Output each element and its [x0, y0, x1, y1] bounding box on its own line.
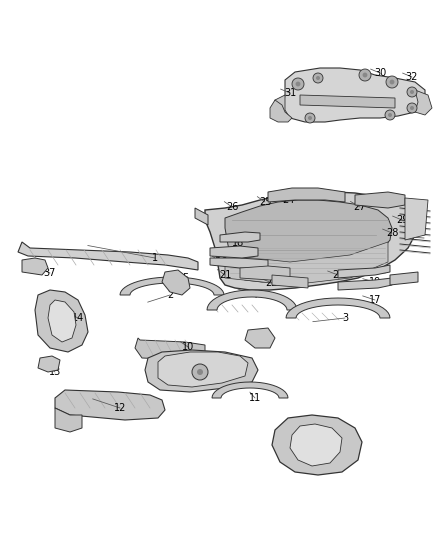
- Circle shape: [313, 73, 323, 83]
- Polygon shape: [120, 277, 224, 295]
- Polygon shape: [210, 246, 258, 258]
- Circle shape: [359, 69, 371, 81]
- Text: 19: 19: [369, 277, 381, 287]
- Polygon shape: [55, 408, 82, 432]
- Text: 31: 31: [284, 88, 296, 98]
- Polygon shape: [272, 275, 308, 288]
- Circle shape: [410, 106, 414, 110]
- Polygon shape: [240, 266, 290, 280]
- Text: 32: 32: [406, 72, 418, 82]
- Polygon shape: [245, 328, 275, 348]
- Circle shape: [197, 369, 203, 375]
- Polygon shape: [145, 350, 258, 392]
- Circle shape: [192, 364, 208, 380]
- Polygon shape: [270, 100, 292, 122]
- Polygon shape: [355, 192, 405, 208]
- Text: 13: 13: [49, 367, 61, 377]
- Polygon shape: [207, 290, 297, 310]
- Text: 37: 37: [44, 268, 56, 278]
- Circle shape: [410, 90, 414, 94]
- Text: 17: 17: [369, 295, 381, 305]
- Polygon shape: [210, 258, 268, 268]
- Polygon shape: [268, 188, 345, 202]
- Polygon shape: [158, 352, 248, 387]
- Polygon shape: [205, 192, 418, 290]
- Text: 16: 16: [216, 257, 228, 267]
- Polygon shape: [300, 95, 395, 108]
- Text: 27: 27: [354, 202, 366, 212]
- Text: 14: 14: [72, 313, 84, 323]
- Polygon shape: [38, 356, 60, 372]
- Polygon shape: [220, 232, 260, 242]
- Polygon shape: [272, 95, 290, 118]
- Text: 18: 18: [232, 238, 244, 248]
- Text: 6: 6: [252, 335, 258, 345]
- Polygon shape: [55, 390, 165, 420]
- Text: 4: 4: [252, 290, 258, 300]
- Circle shape: [292, 78, 304, 90]
- Circle shape: [389, 79, 394, 84]
- Polygon shape: [48, 300, 76, 342]
- Circle shape: [308, 116, 312, 120]
- Text: 23: 23: [332, 270, 344, 280]
- Circle shape: [388, 113, 392, 117]
- Polygon shape: [35, 290, 88, 352]
- Polygon shape: [415, 90, 432, 115]
- Polygon shape: [290, 424, 342, 466]
- Text: 11: 11: [249, 393, 261, 403]
- Text: 22: 22: [266, 278, 278, 288]
- Text: 2: 2: [167, 290, 173, 300]
- Circle shape: [386, 76, 398, 88]
- Text: 5: 5: [182, 273, 188, 283]
- Text: 26: 26: [226, 202, 238, 212]
- Text: 10: 10: [182, 342, 194, 352]
- Circle shape: [407, 87, 417, 97]
- Text: 15: 15: [314, 445, 326, 455]
- Text: 3: 3: [342, 313, 348, 323]
- Polygon shape: [282, 68, 425, 122]
- Text: 20: 20: [254, 268, 266, 278]
- Text: 12: 12: [114, 403, 126, 413]
- Polygon shape: [135, 338, 205, 360]
- Polygon shape: [225, 200, 392, 282]
- Polygon shape: [18, 242, 198, 270]
- Circle shape: [385, 110, 395, 120]
- Polygon shape: [272, 415, 362, 475]
- Text: 21: 21: [219, 270, 231, 280]
- Polygon shape: [162, 270, 190, 295]
- Circle shape: [407, 103, 417, 113]
- Polygon shape: [286, 298, 390, 318]
- Polygon shape: [405, 198, 428, 240]
- Circle shape: [316, 76, 320, 80]
- Polygon shape: [338, 265, 390, 278]
- Polygon shape: [338, 278, 392, 290]
- Polygon shape: [212, 382, 288, 398]
- Text: 29: 29: [396, 215, 408, 225]
- Circle shape: [363, 72, 367, 77]
- Polygon shape: [22, 258, 48, 275]
- Polygon shape: [195, 208, 208, 225]
- Text: 7: 7: [207, 367, 213, 377]
- Text: 28: 28: [386, 228, 398, 238]
- Polygon shape: [225, 242, 388, 285]
- Text: 1: 1: [152, 253, 158, 263]
- Text: 24: 24: [282, 195, 294, 205]
- Circle shape: [305, 113, 315, 123]
- Text: 25: 25: [259, 197, 271, 207]
- Polygon shape: [390, 272, 418, 285]
- Circle shape: [296, 82, 300, 86]
- Text: 30: 30: [374, 68, 386, 78]
